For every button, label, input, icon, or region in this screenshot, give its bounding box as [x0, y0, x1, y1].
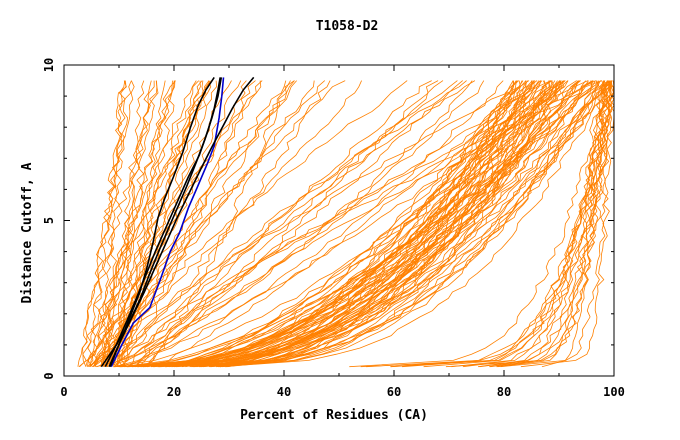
background-model-line [134, 80, 458, 367]
background-model-line [131, 80, 535, 368]
background-model-line [150, 80, 594, 368]
background-model-line [114, 80, 295, 367]
background-model-line [113, 80, 145, 367]
background-model-line [102, 80, 408, 367]
background-model-line [541, 80, 608, 368]
background-model-line [85, 80, 346, 367]
background-model-line [106, 80, 485, 368]
background-model-line [117, 80, 158, 367]
background-model-line [445, 80, 614, 368]
background-model-line [92, 80, 155, 367]
plot-area [77, 76, 615, 368]
background-model-line [153, 80, 535, 368]
background-model-line [130, 80, 476, 367]
background-model-line [93, 80, 242, 368]
axes: 0 20 40 60 80 100 0 5 10 [42, 58, 625, 399]
background-model-line [88, 80, 362, 368]
background-model-line [121, 80, 606, 368]
background-model-line [152, 80, 541, 368]
background-model-line [520, 80, 615, 368]
background-model-line [500, 80, 615, 368]
background-model-line [118, 80, 256, 368]
highlight-series-line-4 [104, 77, 221, 368]
x-tick-label: 20 [167, 385, 181, 399]
x-axis-label: Percent of Residues (CA) [240, 408, 428, 423]
background-model-line [106, 80, 463, 368]
background-model-line [193, 80, 601, 368]
background-model-line [360, 80, 606, 368]
background-model-line [138, 80, 603, 367]
highlight-series-line-5 [108, 76, 255, 368]
background-model-line [135, 80, 589, 367]
x-tick-label: 60 [387, 385, 401, 399]
background-model-line [128, 80, 610, 368]
background-model-line [96, 80, 473, 368]
background-model-line [144, 80, 566, 368]
background-model-line [114, 80, 569, 368]
chart-title: T1058-D2 [316, 19, 379, 34]
highlight-series-line-1 [110, 77, 225, 368]
y-tick-label: 5 [42, 217, 56, 224]
background-model-line [169, 80, 593, 368]
background-model-line [390, 80, 610, 368]
background-model-line [77, 80, 135, 367]
x-tick-label: 100 [603, 385, 625, 399]
y-tick-label: 10 [42, 58, 56, 72]
background-model-line [116, 80, 295, 367]
background-model-line [144, 80, 444, 368]
background-model-line [166, 80, 530, 368]
background-model-line [220, 80, 552, 368]
background-model-line [143, 80, 291, 368]
background-model-line [113, 80, 562, 368]
background-model-line [490, 80, 613, 368]
background-model-line [118, 80, 504, 368]
background-model-line [94, 80, 524, 367]
background-model-line [93, 80, 200, 367]
background-model-line [121, 80, 166, 367]
x-tick-label: 80 [497, 385, 511, 399]
x-tick-label: 40 [277, 385, 291, 399]
background-model-line [157, 80, 514, 368]
x-tick-label: 0 [60, 385, 67, 399]
background-model-line [191, 80, 528, 368]
background-model-line [349, 80, 606, 368]
background-model-line [200, 80, 553, 368]
background-model-line [137, 80, 565, 368]
background-model-line [87, 80, 197, 367]
background-model-line [126, 80, 518, 368]
background-model-line [202, 80, 609, 368]
background-model-line [146, 80, 581, 368]
background-model-line [95, 80, 176, 367]
background-model-line [134, 80, 593, 368]
background-model-line [210, 80, 548, 368]
highlight-series-line-3 [109, 76, 215, 367]
background-model-line [108, 80, 175, 367]
background-model-line [82, 80, 132, 367]
background-model-line [97, 80, 331, 368]
y-tick-label: 0 [42, 372, 56, 379]
background-model-line [106, 80, 552, 368]
background-model-line [113, 80, 565, 368]
background-model-line [423, 80, 611, 368]
background-model-line [165, 80, 514, 368]
background-model-line [126, 80, 439, 368]
background-model-line [225, 80, 586, 368]
background-model-line [116, 80, 467, 367]
background-model-line [124, 80, 533, 368]
background-model-line [145, 80, 432, 367]
background-model-line [220, 80, 613, 368]
background-model-line [100, 80, 210, 367]
background-model-line [127, 80, 612, 368]
y-axis-label: Distance Cutoff, A [20, 162, 35, 303]
background-model-line [144, 80, 589, 368]
background-model-line [79, 80, 159, 367]
background-model-line [132, 80, 542, 368]
